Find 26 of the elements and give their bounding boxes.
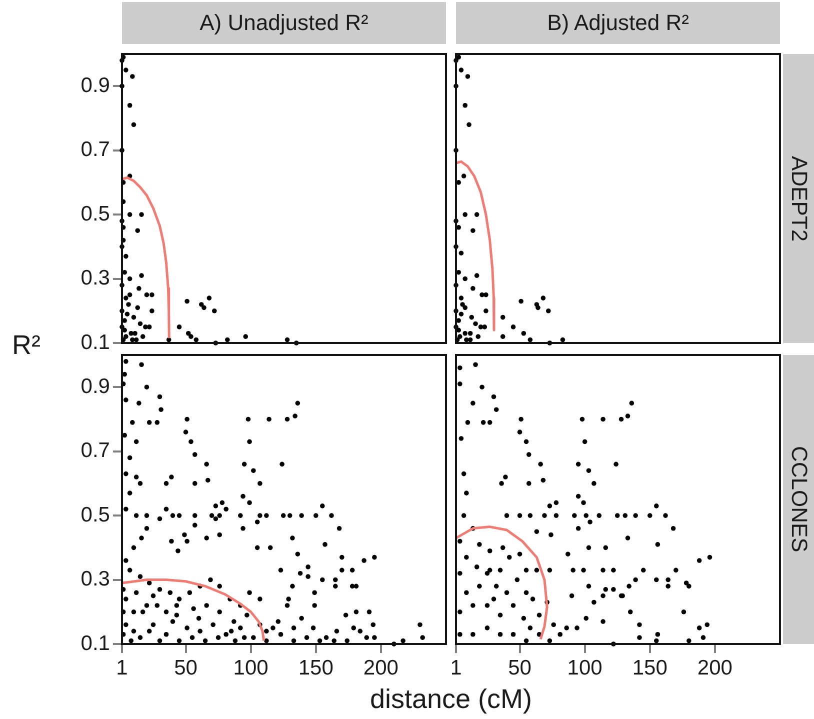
x-tick-label: 100 [567,656,602,680]
x-tick-label: 100 [233,656,268,680]
y-tick-label: 0.3 [80,568,110,591]
y-tick-label: 0.7 [80,439,110,462]
y-tick-label: 0.1 [80,330,110,354]
y2-axis-title: CCLONES [783,355,814,644]
x-tick-label: 150 [632,656,668,680]
y2-axis-title: ADEPT2 [783,54,814,343]
x-tick-label: 1 [116,656,128,680]
y-tick-label: 0.5 [80,202,110,226]
y-tick-label: 0.9 [80,74,110,97]
x-tick-label: 50 [508,656,532,680]
chart-title: A) Unadjusted R² [122,2,446,44]
chart-title: B) Adjusted R² [456,2,780,44]
y-axis-title: R² [12,330,40,361]
x-tick-label: 200 [363,656,398,680]
y-tick-label: 0.3 [80,266,110,290]
y-tick-label: 0.9 [80,374,110,398]
y-tick-label: 0.5 [80,503,110,526]
y-tick-label: 0.1 [80,632,110,655]
x-tick-label: 150 [298,656,334,680]
x-tick-label: 1 [450,656,462,680]
x-tick-label: 50 [174,656,198,680]
x-axis-title: distance (cM) [368,684,534,715]
x-tick-label: 200 [697,656,732,680]
y-tick-label: 0.7 [80,138,110,162]
